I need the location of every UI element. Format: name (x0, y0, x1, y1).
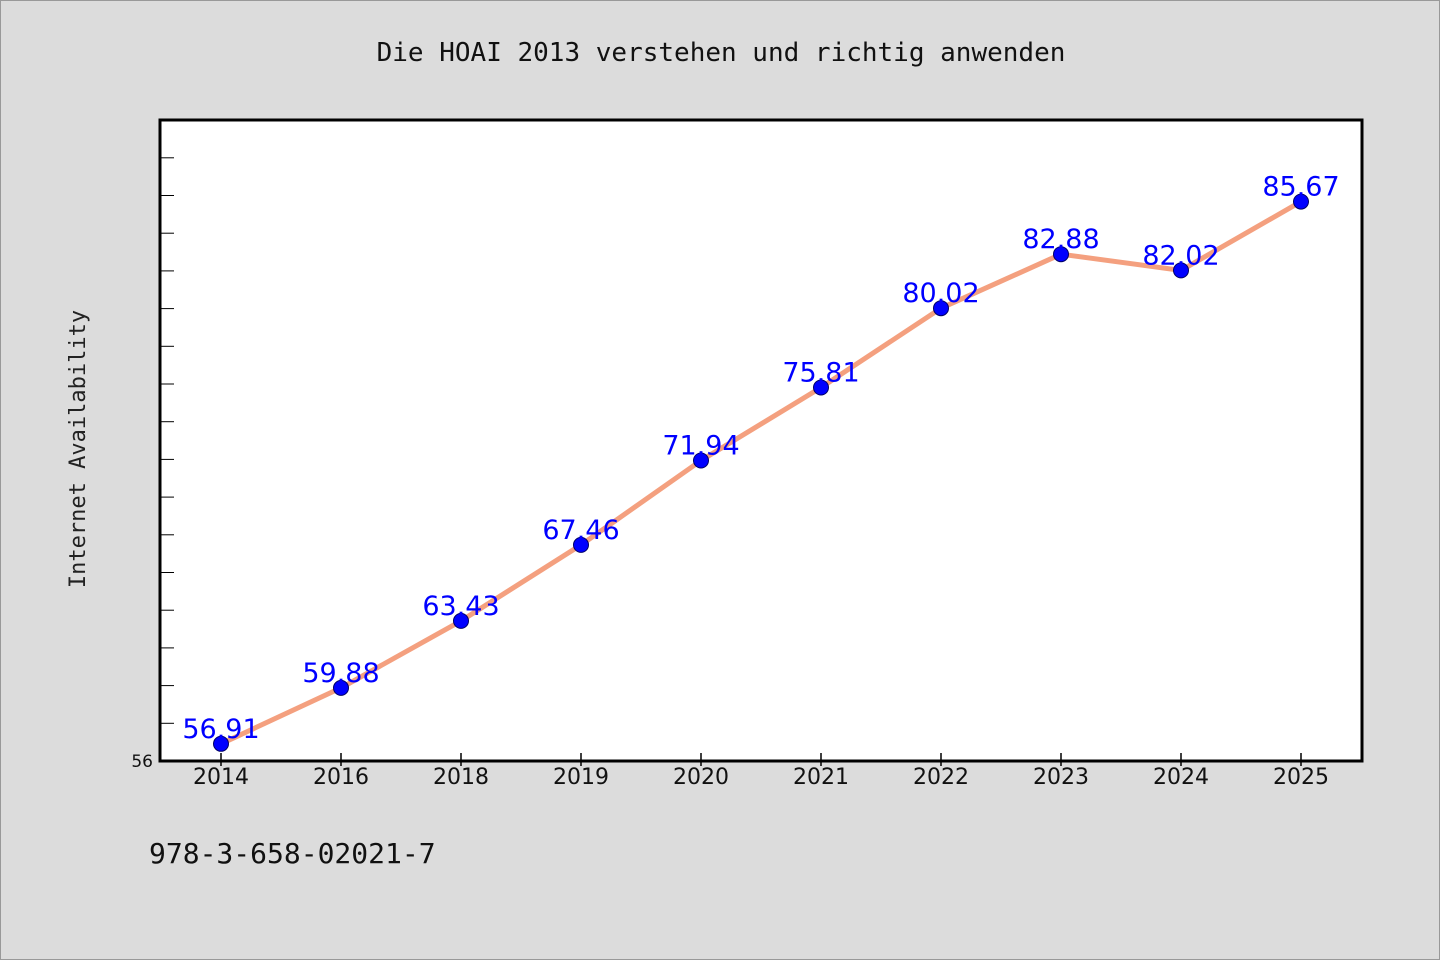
y-axis-label: Internet Availability (66, 310, 91, 588)
data-label: 63.43 (422, 591, 499, 622)
x-tick-label: 2018 (433, 765, 489, 790)
data-point (1173, 262, 1189, 279)
x-tick-label: 2024 (1153, 765, 1209, 790)
y-tick-label: 56 (131, 752, 153, 772)
data-label: 85.67 (1262, 172, 1339, 203)
data-label: 75.81 (782, 358, 859, 389)
chart-title: Die HOAI 2013 verstehen und richtig anwe… (377, 38, 1066, 68)
series-line (218, 199, 1304, 747)
data-label: 67.46 (542, 515, 619, 546)
y-axis-ticks (160, 157, 174, 724)
y-axis-tick-labels: 56 (131, 752, 153, 772)
data-point (693, 452, 709, 469)
data-labels: 56.91 59.88 63.43 67.46 71.94 75.81 80.02 82.88… (182, 172, 1339, 745)
x-tick-label: 2021 (793, 765, 849, 790)
x-axis-tick-labels: 2014 2016 2018 2019 2020 2021 2022 2023 2024 2025 (193, 765, 1329, 790)
data-point (573, 536, 589, 553)
data-point (213, 735, 229, 752)
data-point (453, 612, 469, 629)
data-point (813, 379, 829, 396)
footer-text: 978-3-658-02021-7 (149, 837, 436, 870)
data-label: 80.02 (902, 278, 979, 309)
data-point (333, 679, 349, 696)
data-markers (213, 193, 1309, 752)
x-axis-ticks (220, 753, 1302, 766)
data-point (1293, 193, 1309, 210)
x-tick-label: 2020 (673, 765, 729, 790)
x-tick-label: 2016 (313, 765, 369, 790)
series-line-group (218, 199, 1304, 747)
data-label: 56.91 (182, 714, 259, 745)
data-label: 82.02 (1142, 240, 1219, 271)
x-tick-label: 2025 (1273, 765, 1329, 790)
data-point (933, 300, 949, 317)
data-point (1053, 246, 1069, 263)
x-tick-label: 2023 (1033, 765, 1089, 790)
data-label: 82.88 (1022, 224, 1099, 255)
data-label: 59.88 (302, 658, 379, 689)
x-tick-label: 2019 (553, 765, 609, 790)
x-tick-label: 2014 (193, 765, 249, 790)
x-tick-label: 2022 (913, 765, 969, 790)
plot-area (158, 118, 1364, 763)
data-label: 71.94 (662, 431, 739, 462)
